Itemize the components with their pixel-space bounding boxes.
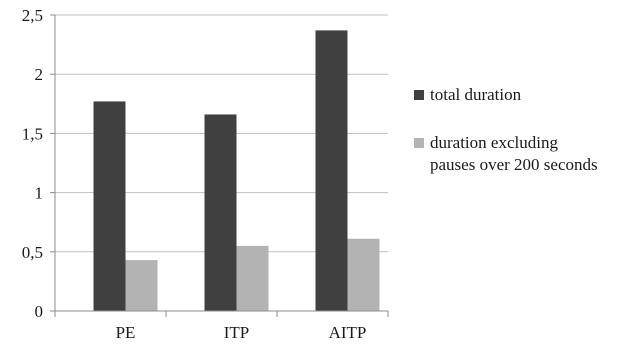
y-tick-label: 2 bbox=[35, 65, 44, 84]
x-category-label-aitp: AITP bbox=[329, 323, 367, 342]
bars bbox=[93, 30, 380, 312]
y-tick-label: 0 bbox=[35, 302, 44, 321]
legend: total duration duration excluding pauses… bbox=[414, 84, 629, 202]
legend-label-total-duration: total duration bbox=[430, 85, 522, 104]
bar-itp-series-2 bbox=[236, 245, 269, 311]
bar-pe-series-1 bbox=[93, 101, 126, 311]
x-axis-category-labels: PE ITP AITP bbox=[116, 323, 367, 342]
y-tick-label: 2,5 bbox=[22, 6, 43, 25]
bar-aitp-series-2 bbox=[347, 238, 380, 311]
y-tick-label: 0,5 bbox=[22, 243, 43, 262]
bar-itp-series-1 bbox=[204, 114, 237, 312]
axes bbox=[50, 14, 389, 317]
bar-pe-series-2 bbox=[125, 260, 158, 311]
legend-swatch-total-duration bbox=[414, 90, 424, 100]
y-tick-label: 1 bbox=[35, 184, 44, 203]
legend-item-duration-excluding-pauses: duration excluding pauses over 200 secon… bbox=[414, 132, 629, 176]
x-category-label-pe: PE bbox=[116, 323, 136, 342]
y-axis-tick-labels: 0 0,5 1 1,5 2 2,5 bbox=[22, 6, 43, 321]
legend-label-duration-excluding-pauses: duration excluding pauses over 200 secon… bbox=[430, 133, 598, 174]
legend-item-total-duration: total duration bbox=[414, 84, 629, 106]
y-tick-label: 1,5 bbox=[22, 124, 43, 143]
x-category-label-itp: ITP bbox=[224, 323, 250, 342]
bar-aitp-series-1 bbox=[315, 30, 348, 312]
legend-swatch-duration-excluding-pauses bbox=[414, 138, 424, 148]
